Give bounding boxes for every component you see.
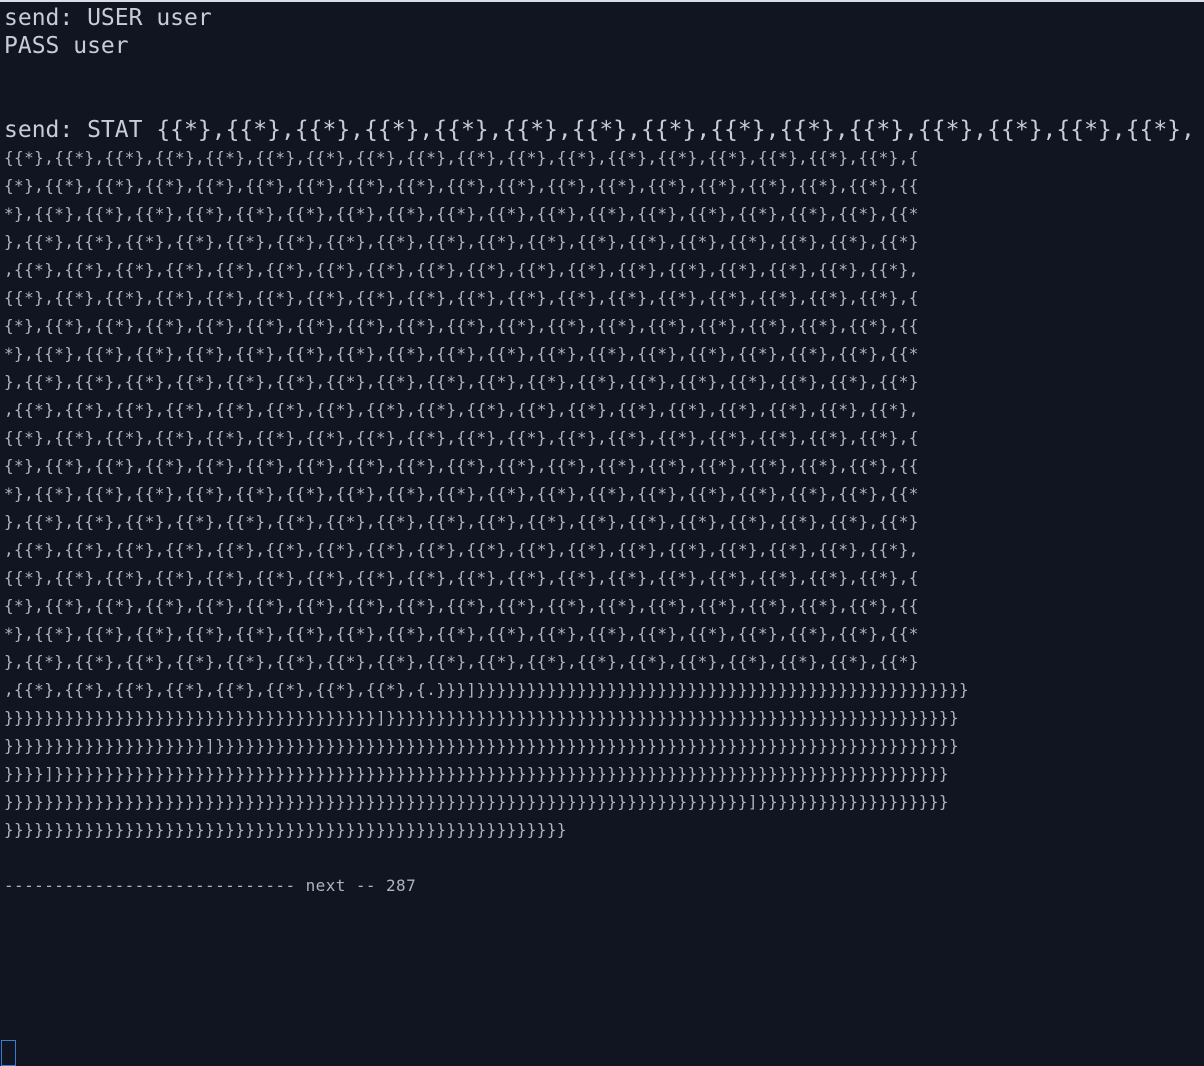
terminal-line-send-stat: send: STAT {{*},{{*},{{*},{{*},{{*},{{*}…	[4, 117, 1195, 143]
terminal-line-payload: {{*},{{*},{{*},{{*},{{*},{{*},{{*},{{*},…	[4, 288, 919, 307]
terminal-line-payload: *},{{*},{{*},{{*},{{*},{{*},{{*},{{*},{{…	[4, 344, 919, 363]
terminal-line-payload: ,{{*},{{*},{{*},{{*},{{*},{{*},{{*},{{*}…	[4, 680, 970, 699]
terminal-line-payload: {{*},{{*},{{*},{{*},{{*},{{*},{{*},{{*},…	[4, 428, 919, 447]
terminal-line-payload: {*},{{*},{{*},{{*},{{*},{{*},{{*},{{*},{…	[4, 596, 919, 615]
terminal-line-payload: ,{{*},{{*},{{*},{{*},{{*},{{*},{{*},{{*}…	[4, 260, 919, 279]
terminal-line-payload: *},{{*},{{*},{{*},{{*},{{*},{{*},{{*},{{…	[4, 204, 919, 223]
terminal-cursor	[1, 1040, 16, 1066]
terminal-line-payload: ,{{*},{{*},{{*},{{*},{{*},{{*},{{*},{{*}…	[4, 400, 919, 419]
terminal-line-payload: },{{*},{{*},{{*},{{*},{{*},{{*},{{*},{{*…	[4, 652, 919, 671]
terminal-line-payload: }}}}}}}}}}}}}}}}}}}}}}}}}}}}}}}}}}}}}}}}…	[4, 792, 949, 811]
terminal-line-payload: }}}}}}}}}}}}}}}}}}}}]}}}}}}}}}}}}}}}}}}}…	[4, 736, 960, 755]
terminal-line-payload: }}}}}}}}}}}}}}}}}}}}}}}}}}}}}}}}}}}}}]}}…	[4, 708, 960, 727]
terminal-line-payload: *},{{*},{{*},{{*},{{*},{{*},{{*},{{*},{{…	[4, 484, 919, 503]
terminal-line-payload: },{{*},{{*},{{*},{{*},{{*},{{*},{{*},{{*…	[4, 512, 919, 531]
terminal-line-payload: },{{*},{{*},{{*},{{*},{{*},{{*},{{*},{{*…	[4, 232, 919, 251]
terminal-line-send-user: send: USER user	[4, 5, 212, 31]
terminal-line-payload: {*},{{*},{{*},{{*},{{*},{{*},{{*},{{*},{…	[4, 456, 919, 475]
terminal-line-payload: {{*},{{*},{{*},{{*},{{*},{{*},{{*},{{*},…	[4, 148, 919, 167]
terminal-line-payload: {*},{{*},{{*},{{*},{{*},{{*},{{*},{{*},{…	[4, 176, 919, 195]
terminal-line-payload: {*},{{*},{{*},{{*},{{*},{{*},{{*},{{*},{…	[4, 316, 919, 335]
terminal-line-payload: }}}}]}}}}}}}}}}}}}}}}}}}}}}}}}}}}}}}}}}}…	[4, 764, 949, 783]
terminal-line-pass: PASS user	[4, 33, 129, 59]
terminal-line-payload: *},{{*},{{*},{{*},{{*},{{*},{{*},{{*},{{…	[4, 624, 919, 643]
terminal-line-payload: }}}}}}}}}}}}}}}}}}}}}}}}}}}}}}}}}}}}}}}}…	[4, 820, 567, 839]
terminal-line-payload: },{{*},{{*},{{*},{{*},{{*},{{*},{{*},{{*…	[4, 372, 919, 391]
terminal-line-payload: ----------------------------- next -- 28…	[4, 876, 417, 895]
terminal-line-payload: ,{{*},{{*},{{*},{{*},{{*},{{*},{{*},{{*}…	[4, 540, 919, 559]
terminal-line-payload: {{*},{{*},{{*},{{*},{{*},{{*},{{*},{{*},…	[4, 568, 919, 587]
